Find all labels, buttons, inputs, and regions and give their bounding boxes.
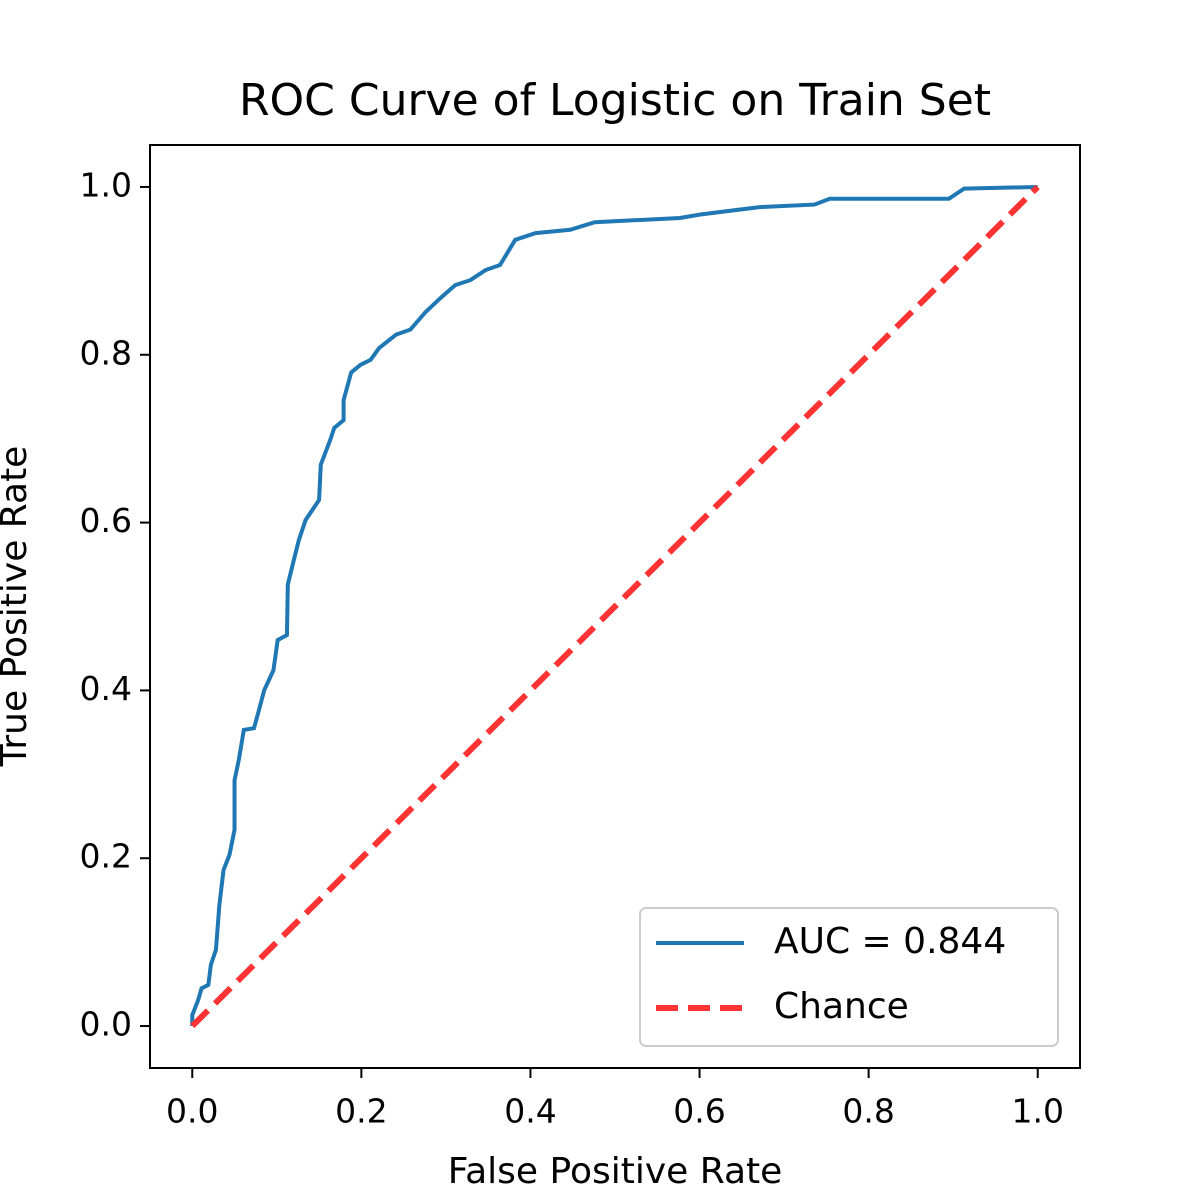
x-tick-label: 0.2 [335,1092,387,1131]
y-tick-label: 0.0 [80,1005,132,1044]
series-line [190,184,1040,1029]
series-line [190,184,1038,1027]
x-tick-label: 0.0 [166,1092,218,1131]
legend-box [639,907,1059,1047]
y-tick-label: 0.2 [80,837,132,876]
y-tick-label: 0.4 [80,669,132,708]
x-tick-label: 0.4 [504,1092,556,1131]
y-axis-label: True Positive Rate [0,446,35,768]
y-tick-label: 1.0 [80,165,132,204]
x-tick-label: 1.0 [1011,1092,1063,1131]
plot-frame [149,144,1081,1069]
legend-label: Chance [774,986,909,1027]
chart-title: ROC Curve of Logistic on Train Set [239,75,991,126]
x-axis-label: False Positive Rate [448,1151,783,1192]
x-tick-label: 0.8 [842,1092,894,1131]
x-tick-label: 0.6 [673,1092,725,1131]
y-tick-label: 0.8 [80,333,132,372]
y-tick-label: 0.6 [80,501,132,540]
legend-label: AUC = 0.844 [774,921,1006,962]
